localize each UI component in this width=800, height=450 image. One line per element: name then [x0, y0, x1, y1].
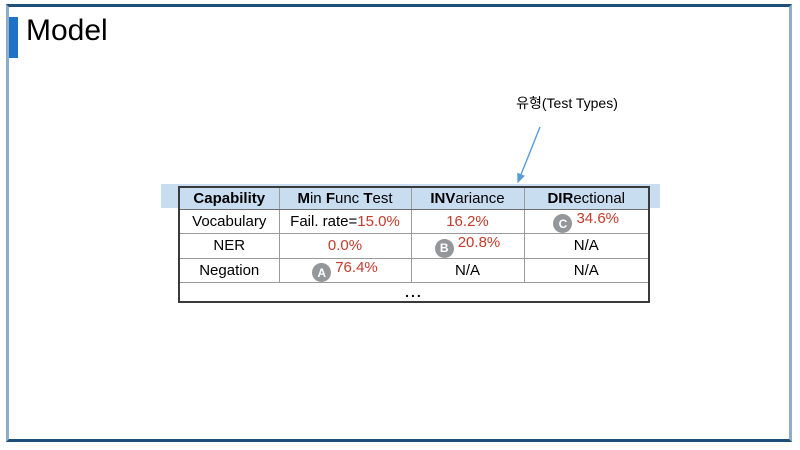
mft-cell: Fail. rate=15.0% — [278, 208, 412, 234]
table-row-ner: NER 0.0% B 20.8% N/A — [178, 233, 650, 259]
capability-cell: NER — [178, 233, 280, 259]
table-header-row: Capability Min Func Test INVariance DIRe… — [178, 186, 650, 210]
inv-cell: 16.2% — [410, 208, 525, 234]
table-ellipsis-row: ... — [178, 282, 650, 302]
annotation-badge-b: B — [434, 238, 454, 258]
dir-cell: N/A — [523, 257, 650, 283]
dir-cell: N/A — [523, 233, 650, 259]
inv-cell: B 20.8% — [410, 233, 525, 259]
ellipsis-cell: ... — [178, 282, 650, 302]
title-accent-bar — [9, 17, 18, 58]
slide-frame: Model 유형(Test Types) Capability Min Func… — [6, 4, 792, 442]
capability-cell: Vocabulary — [178, 208, 280, 234]
annotation-badge-a: A — [312, 263, 332, 282]
table-row-vocabulary: Vocabulary Fail. rate=15.0% 16.2% C 34.6% — [178, 208, 650, 234]
page-title: Model — [26, 14, 108, 47]
annotation-badge-c: C — [553, 214, 573, 233]
test-types-label: 유형(Test Types) — [516, 95, 618, 111]
capability-test-table: Capability Min Func Test INVariance DIRe… — [178, 186, 650, 303]
capability-cell: Negation — [178, 257, 280, 283]
column-header-directional: DIRectional — [523, 186, 650, 210]
column-header-min-func-test: Min Func Test — [278, 186, 412, 210]
mft-cell: A 76.4% — [278, 257, 412, 283]
inv-cell: N/A — [410, 257, 525, 283]
callout-arrow-icon — [517, 126, 541, 184]
dir-cell: C 34.6% — [523, 208, 650, 234]
table-row-negation: Negation A 76.4% N/A N/A — [178, 257, 650, 283]
column-header-capability: Capability — [178, 186, 280, 210]
mft-cell: 0.0% — [278, 233, 412, 259]
column-header-invariance: INVariance — [410, 186, 525, 210]
